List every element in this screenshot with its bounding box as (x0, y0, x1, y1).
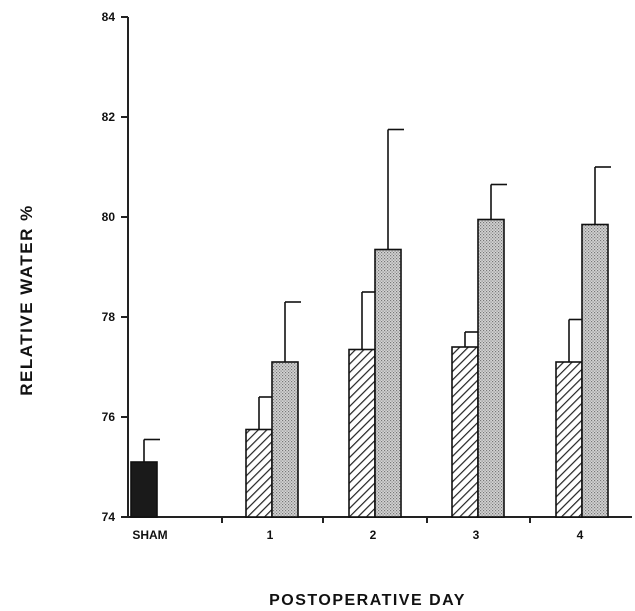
y-tick-label: 84 (102, 10, 116, 24)
x-axis-title: POSTOPERATIVE DAY (0, 592, 635, 610)
axes: 74 76 78 80 82 84 SHAM 1 2 3 4 (102, 10, 632, 542)
y-tick-label: 80 (102, 210, 116, 224)
bar-stippled-1 (271, 361, 299, 518)
bar-stippled-2 (374, 248, 402, 518)
bar-hatched-1 (245, 428, 273, 518)
bar-stippled-3 (477, 218, 505, 518)
y-tick-label: 76 (102, 410, 116, 424)
x-tick-label: 2 (370, 528, 377, 542)
x-axis-title-text: POSTOPERATIVE DAY (269, 592, 466, 609)
x-tick-label: 1 (267, 528, 274, 542)
y-axis-title-text: RELATIVE WATER % (17, 204, 36, 396)
y-axis-title: RELATIVE WATER % (12, 200, 42, 400)
bar-hatched-3 (451, 346, 479, 518)
bar-hatched-2 (348, 348, 376, 518)
bars (130, 128, 611, 518)
bar-stippled-4 (581, 223, 609, 518)
bar-solid-SHAM (130, 461, 158, 518)
y-tick-label: 74 (102, 510, 116, 524)
x-tick-label: 4 (577, 528, 584, 542)
x-tick-label: SHAM (132, 528, 167, 542)
x-tick-label: 3 (473, 528, 480, 542)
y-tick-label: 82 (102, 110, 116, 124)
bar-hatched-4 (555, 361, 583, 518)
y-tick-label: 78 (102, 310, 116, 324)
